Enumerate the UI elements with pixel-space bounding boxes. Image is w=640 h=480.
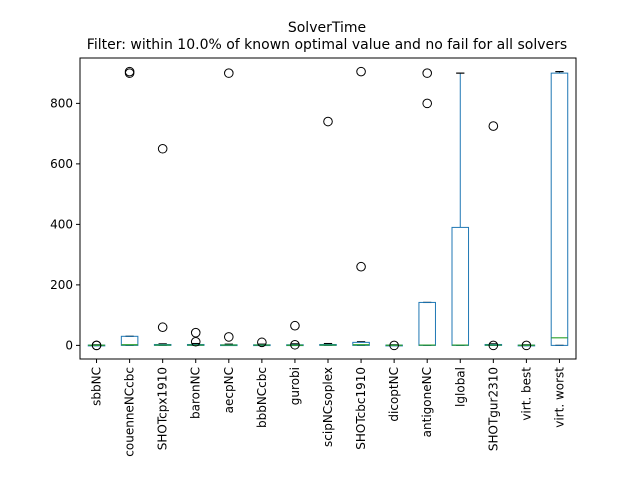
flier-point	[422, 98, 433, 109]
x-tick-label: gurobi	[288, 367, 302, 405]
flier-point	[488, 121, 499, 131]
flier-point	[91, 340, 102, 351]
x-tick-label: bbbNCcbc	[255, 367, 269, 428]
x-tick-label: antigoneNC	[420, 367, 434, 437]
chart-title: SolverTime	[288, 20, 366, 36]
y-tick-label: 800	[50, 96, 73, 110]
flier-point	[422, 68, 433, 78]
flier-point	[290, 320, 300, 331]
flier-point	[157, 322, 168, 333]
flier-point	[224, 332, 234, 342]
flier-point	[224, 68, 234, 78]
flier-point	[190, 327, 201, 338]
flier-point	[257, 337, 267, 348]
x-tick-label: virt. best	[519, 367, 533, 421]
y-tick-label: 200	[50, 278, 73, 292]
y-tick-label: 400	[50, 217, 73, 231]
flier-point	[488, 340, 499, 351]
box	[451, 226, 470, 346]
flier-point	[124, 66, 135, 77]
x-tick-label: aecpNC	[222, 367, 236, 413]
x-tick-label: baronNC	[189, 367, 203, 419]
x-tick-label: SHOTcbc1910	[354, 367, 368, 450]
flier-point	[356, 66, 366, 77]
x-tick-label: scipNCsoplex	[321, 367, 335, 447]
x-tick-label: dicoptNC	[387, 367, 401, 422]
box	[120, 335, 139, 346]
x-tick-label: virt. worst	[552, 367, 566, 428]
x-tick-label: lglobal	[453, 367, 467, 407]
box	[550, 72, 569, 346]
chart-subtitle: Filter: within 10.0% of known optimal va…	[87, 37, 567, 53]
flier-point	[356, 261, 366, 272]
axes-frame	[79, 57, 577, 360]
x-tick-label: SHOTcpx1910	[156, 367, 170, 450]
box	[418, 301, 436, 346]
x-tick-label: couenneNCcbc	[123, 367, 137, 457]
y-tick-label: 600	[50, 157, 73, 171]
plot-area: 0 200 400 600 800 sbbNC couenneNCcbc SHOTcpx191…	[50, 66, 569, 457]
x-tick-label: sbbNC	[90, 367, 104, 406]
box	[352, 341, 370, 346]
flier-point	[290, 339, 300, 350]
x-tick-label: SHOTgur2310	[486, 367, 500, 451]
flier-point	[157, 143, 168, 154]
y-tick-label: 0	[65, 338, 73, 352]
flier-point	[389, 340, 399, 351]
flier-point	[323, 116, 333, 127]
flier-point	[521, 340, 532, 351]
